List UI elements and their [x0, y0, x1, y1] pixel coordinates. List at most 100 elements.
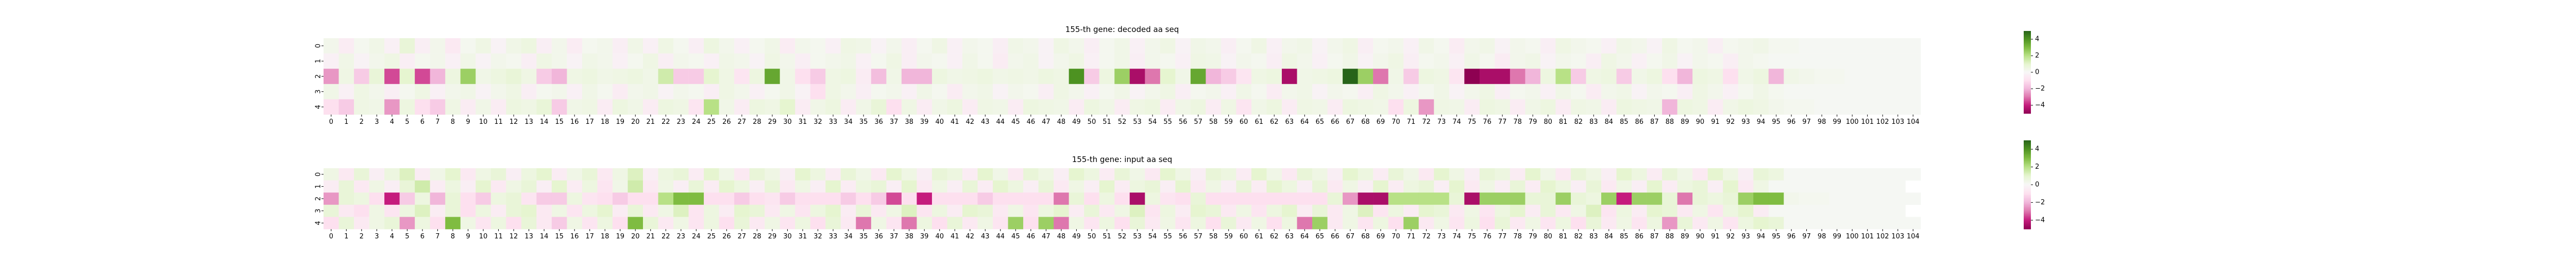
heatmap-cell [476, 168, 492, 181]
heatmap-cell [1723, 53, 1739, 69]
heatmap-cell [628, 204, 643, 217]
heatmap-cell [1038, 204, 1054, 217]
heatmap-cell [1388, 217, 1404, 230]
heatmap-cell [1099, 99, 1115, 115]
heatmap-cell [1145, 99, 1161, 115]
heatmap-cell [582, 217, 598, 230]
heatmap-cell [1175, 38, 1191, 54]
heatmap-cell [1251, 204, 1267, 217]
colorbar-segment [2024, 151, 2031, 153]
heatmap-cell [612, 99, 628, 115]
heatmap-cell [779, 99, 795, 115]
heatmap-cell [1008, 84, 1024, 100]
heatmap-cell [856, 53, 872, 69]
heatmap-cell [719, 180, 735, 193]
x-tick-label: 44 [996, 118, 1005, 126]
heatmap-cell [1297, 69, 1313, 85]
heatmap-cell [658, 53, 674, 69]
colorbar-segment [2024, 91, 2031, 93]
heatmap-cell [765, 180, 781, 193]
colorbar-tick-label: −2 [2035, 85, 2045, 93]
heatmap-cell [1312, 53, 1328, 69]
heatmap-cell [1023, 217, 1039, 230]
heatmap-cell [1692, 84, 1708, 100]
heatmap-cell [825, 69, 841, 85]
heatmap-cell [1495, 84, 1511, 100]
heatmap-cell [1662, 217, 1677, 230]
x-tick-label: 30 [783, 118, 792, 126]
heatmap-cell [658, 168, 674, 181]
heatmap-cell [1160, 192, 1176, 205]
colorbar-segment [2024, 182, 2031, 184]
heatmap-cell [1145, 168, 1161, 181]
heatmap-cell [795, 180, 811, 193]
heatmap-cell [1221, 69, 1236, 85]
x-tick-label: 58 [1209, 118, 1218, 126]
heatmap-cell [1753, 192, 1769, 205]
heatmap-cell [1799, 204, 1815, 217]
x-tick-label: 88 [1666, 233, 1674, 240]
heatmap-cell [1373, 84, 1388, 100]
x-tick-label: 51 [1103, 118, 1111, 126]
x-tick-label: 30 [783, 233, 792, 240]
x-tick-label: 37 [890, 233, 899, 240]
heatmap-cell [1525, 84, 1541, 100]
heatmap-cell [993, 99, 1008, 115]
x-tick-label: 33 [829, 118, 838, 126]
heatmap-cell [1190, 217, 1206, 230]
colorbar-segment [2024, 209, 2031, 212]
heatmap-cell [1586, 38, 1602, 54]
x-tick-label: 10 [479, 233, 488, 240]
heatmap-cell [1570, 192, 1586, 205]
x-tick-label: 5 [405, 233, 409, 240]
heatmap-cell [612, 38, 628, 54]
heatmap-cell [795, 204, 811, 217]
heatmap-cell [567, 84, 583, 100]
colorbar-segment [2024, 177, 2031, 179]
heatmap-cell [1753, 204, 1769, 217]
heatmap-cell [749, 192, 765, 205]
colorbar-segment [2024, 201, 2031, 203]
heatmap-cell [1525, 53, 1541, 69]
heatmap-cell [1844, 217, 1860, 230]
heatmap-cell [567, 180, 583, 193]
heatmap-cell [734, 180, 750, 193]
colorbar-segment [2024, 65, 2031, 67]
colorbar-segment [2024, 82, 2031, 84]
heatmap-cell [1738, 217, 1754, 230]
heatmap-cell [658, 84, 674, 100]
x-tick-label: 17 [585, 233, 594, 240]
x-tick-label: 79 [1529, 233, 1537, 240]
heatmap-cell [338, 38, 354, 54]
heatmap-cell [749, 38, 765, 54]
heatmap-cell [749, 84, 765, 100]
heatmap-cell [704, 69, 719, 85]
heatmap-cell [567, 204, 583, 217]
heatmap-cell [1403, 84, 1419, 100]
x-tick-label: 66 [1331, 233, 1340, 240]
x-tick-label: 69 [1377, 118, 1385, 126]
x-tick-label: 32 [814, 233, 822, 240]
heatmap-cell [1008, 180, 1024, 193]
heatmap-cell [1677, 180, 1693, 193]
heatmap-cell [1753, 38, 1769, 54]
heatmap-cell [1190, 38, 1206, 54]
colorbar-segment [2024, 214, 2031, 216]
heatmap-cell [886, 180, 902, 193]
heatmap-cell [1738, 38, 1754, 54]
heatmap-cell [917, 38, 933, 54]
heatmap-cell [1632, 38, 1647, 54]
colorbar-tick-label: −2 [2035, 199, 2045, 206]
heatmap-cell [825, 217, 841, 230]
heatmap-cell [1723, 69, 1739, 85]
heatmap-cell [1145, 38, 1161, 54]
heatmap-cell [612, 53, 628, 69]
heatmap-cell [795, 84, 811, 100]
heatmap-cell [856, 99, 872, 115]
heatmap-cell [1540, 53, 1556, 69]
heatmap-cell [810, 192, 826, 205]
heatmap-cell [1388, 192, 1404, 205]
heatmap-cell [719, 69, 735, 85]
heatmap-cell [1038, 217, 1054, 230]
heatmap-cell [795, 53, 811, 69]
